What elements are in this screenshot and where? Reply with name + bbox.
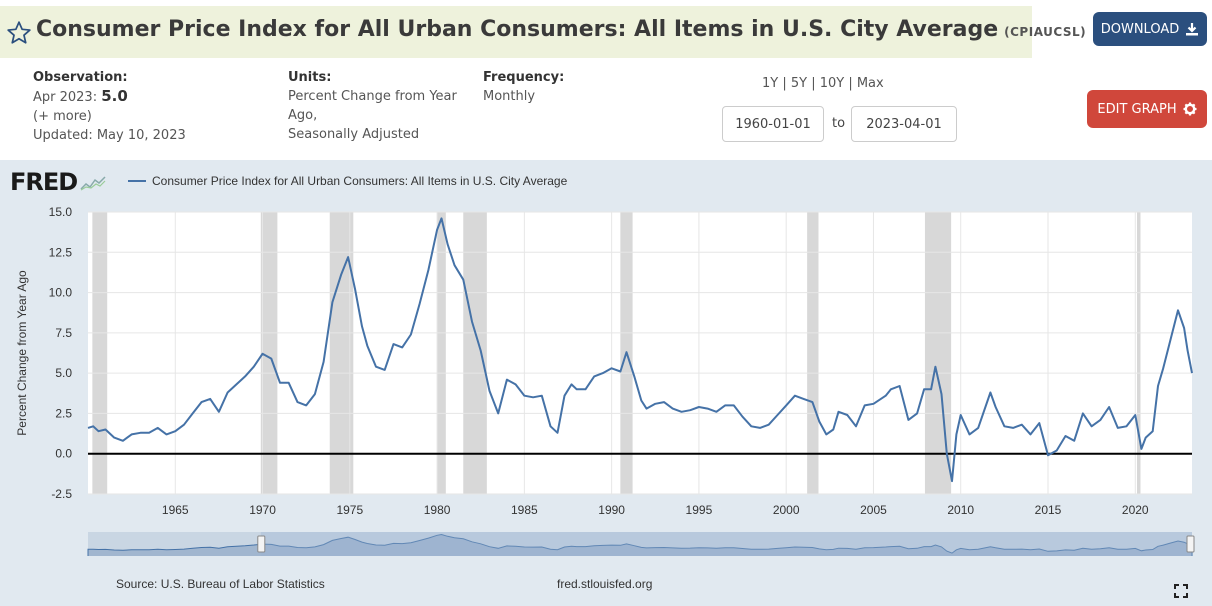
updated-date: Updated: May 10, 2023 [33,128,186,143]
observation-label: Observation: [33,70,128,85]
x-tick-label: 1975 [336,503,363,517]
y-axis-label: Percent Change from Year Ago [15,270,29,436]
more-link[interactable]: (+ more) [33,109,92,124]
observation-value: 5.0 [101,87,128,105]
y-tick-label: 0.0 [55,447,72,461]
y-tick-label: 5.0 [55,366,72,380]
fullscreen-icon[interactable] [1174,584,1188,598]
frequency-label: Frequency: [483,70,565,85]
page-title: Consumer Price Index for All Urban Consu… [36,17,1086,42]
fred-logo-graph-icon [80,175,107,191]
gear-icon [1183,102,1197,116]
series-line [87,217,1193,483]
star-outline-icon[interactable] [6,20,32,46]
range-links[interactable]: 1Y | 5Y | 10Y | Max [762,76,884,91]
chart-legend: Consumer Price Index for All Urban Consu… [128,174,567,188]
y-tick-label: 12.5 [49,245,73,259]
title-background [0,6,1032,58]
x-tick-label: 2020 [1122,503,1149,517]
download-icon [1186,23,1199,36]
navigator-area [88,534,1192,556]
y-tick-label: 15.0 [49,205,73,219]
end-date-input[interactable]: 2023-04-01 [851,106,957,142]
legend-label: Consumer Price Index for All Urban Consu… [152,174,568,188]
recession-band [437,212,446,494]
units-line3: Seasonally Adjusted [288,127,420,142]
y-tick-label: 10.0 [49,286,73,300]
x-tick-label: 2015 [1035,503,1062,517]
plot-area [88,212,1192,494]
navigator-selection [260,532,1192,556]
chart-svg[interactable]: 15.0 12.5 10.0 7.5 5.0 2.5 0.0 -2.5 1965 1970 1975… [0,160,1212,606]
y-tick-label: 2.5 [55,406,72,420]
observation-date: Apr 2023: [33,90,98,105]
units-block: Units: Percent Change from Year Ago, Sea… [288,68,457,144]
recession-band [1137,212,1141,494]
observation-block: Observation: Apr 2023: 5.0 (+ more) Upda… [33,68,186,145]
source-note: Source: U.S. Bureau of Labor Statistics [116,577,325,591]
navigator-line [87,533,1193,556]
edit-graph-label: EDIT GRAPH [1097,101,1177,117]
x-tick-label: 1965 [162,503,189,517]
navigator-handle [257,535,266,553]
recession-band [329,212,354,494]
edit-graph-button[interactable]: EDIT GRAPH [1087,90,1207,128]
title-bar: Consumer Price Index for All Urban Consu… [0,0,1212,62]
legend-swatch [128,180,146,182]
x-tick-label: 1970 [249,503,276,517]
frequency-block: Frequency: Monthly [483,68,564,106]
to-label: to [832,116,846,131]
series-id: (CPIAUCSL) [1004,25,1087,39]
x-tick-label: 1985 [511,503,538,517]
units-line1: Percent Change from Year [288,89,457,104]
recession-band [260,212,278,494]
x-tick-label: 1990 [598,503,625,517]
fred-logo-text: FRED [10,168,78,196]
download-button[interactable]: DOWNLOAD [1093,12,1207,46]
units-label: Units: [288,70,332,85]
site-link[interactable]: fred.stlouisfed.org [557,577,653,591]
y-tick-label: 7.5 [55,326,72,340]
recession-band [807,212,819,494]
x-tick-label: 2000 [773,503,800,517]
x-tick-label: 1995 [686,503,713,517]
navigator-handle [1186,535,1195,553]
x-tick-label: 1980 [424,503,451,517]
x-tick-label: 2010 [947,503,974,517]
x-tick-label: 2005 [860,503,887,517]
frequency-value: Monthly [483,89,536,104]
recession-band [463,212,487,494]
start-date-input[interactable]: 1960-01-01 [722,106,824,142]
chart-panel: 15.0 12.5 10.0 7.5 5.0 2.5 0.0 -2.5 1965 1970 1975… [0,160,1212,606]
fred-logo[interactable]: FRED [10,168,107,196]
recession-band [92,212,108,494]
series-metadata: Observation: Apr 2023: 5.0 (+ more) Upda… [0,62,1212,158]
observation-line: Apr 2023: 5.0 [33,87,186,107]
title-text: Consumer Price Index for All Urban Consu… [36,17,999,42]
units-line2: Ago, [288,108,318,123]
download-label: DOWNLOAD [1100,21,1180,37]
y-tick-label: -2.5 [51,487,72,501]
